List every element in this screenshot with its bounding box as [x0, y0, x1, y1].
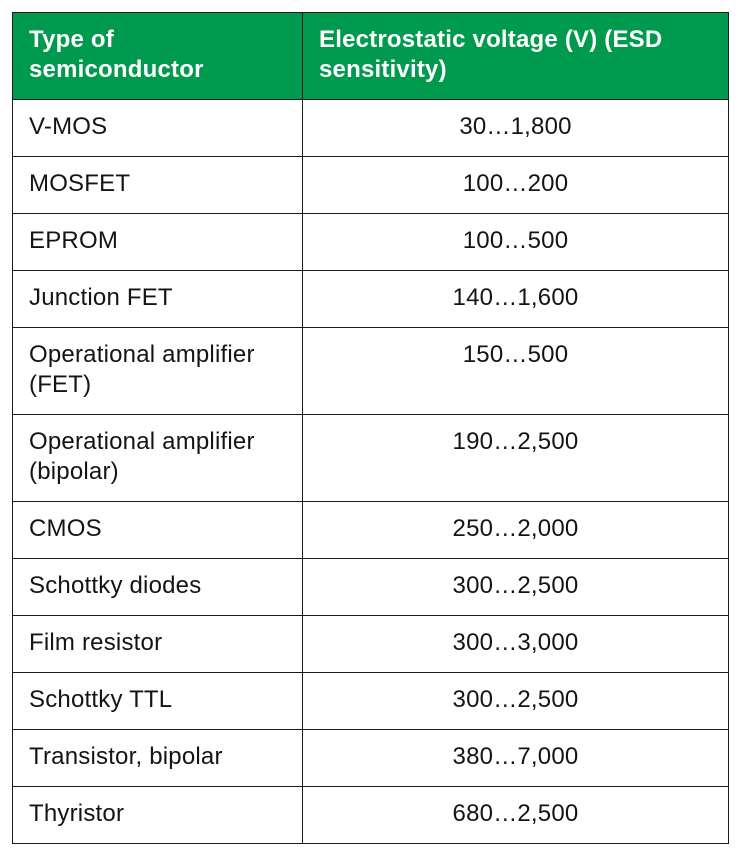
cell-type: V-MOS [13, 100, 303, 157]
cell-value: 100…200 [303, 157, 729, 214]
cell-type: Transistor, bipolar [13, 730, 303, 787]
table-row: Film resistor 300…3,000 [13, 616, 729, 673]
cell-type: Operational amplifier (bipolar) [13, 415, 303, 502]
cell-type: Film resistor [13, 616, 303, 673]
cell-value: 30…1,800 [303, 100, 729, 157]
cell-type: Schottky diodes [13, 559, 303, 616]
cell-type: Operational amplifier (FET) [13, 328, 303, 415]
cell-value: 150…500 [303, 328, 729, 415]
cell-value: 190…2,500 [303, 415, 729, 502]
table-row: MOSFET 100…200 [13, 157, 729, 214]
cell-value: 300…2,500 [303, 559, 729, 616]
table-row: V-MOS 30…1,800 [13, 100, 729, 157]
cell-type: Schottky TTL [13, 673, 303, 730]
esd-sensitivity-table: Type of semiconductor Electrostatic volt… [12, 12, 729, 844]
table-row: CMOS 250…2,000 [13, 502, 729, 559]
column-header-type: Type of semiconductor [13, 13, 303, 100]
column-header-value: Electrostatic voltage (V) (ESD sensitivi… [303, 13, 729, 100]
cell-value: 300…2,500 [303, 673, 729, 730]
cell-type: MOSFET [13, 157, 303, 214]
table-row: Schottky TTL 300…2,500 [13, 673, 729, 730]
cell-type: EPROM [13, 214, 303, 271]
cell-value: 140…1,600 [303, 271, 729, 328]
cell-value: 250…2,000 [303, 502, 729, 559]
cell-value: 100…500 [303, 214, 729, 271]
cell-type: CMOS [13, 502, 303, 559]
table-row: Operational amplifier (FET) 150…500 [13, 328, 729, 415]
cell-value: 300…3,000 [303, 616, 729, 673]
table-row: Junction FET 140…1,600 [13, 271, 729, 328]
cell-value: 680…2,500 [303, 787, 729, 844]
table-header-row: Type of semiconductor Electrostatic volt… [13, 13, 729, 100]
table-row: Operational amplifier (bipolar) 190…2,50… [13, 415, 729, 502]
table-row: EPROM 100…500 [13, 214, 729, 271]
table-row: Thyristor 680…2,500 [13, 787, 729, 844]
cell-type: Thyristor [13, 787, 303, 844]
cell-value: 380…7,000 [303, 730, 729, 787]
table-row: Transistor, bipolar 380…7,000 [13, 730, 729, 787]
cell-type: Junction FET [13, 271, 303, 328]
table-row: Schottky diodes 300…2,500 [13, 559, 729, 616]
